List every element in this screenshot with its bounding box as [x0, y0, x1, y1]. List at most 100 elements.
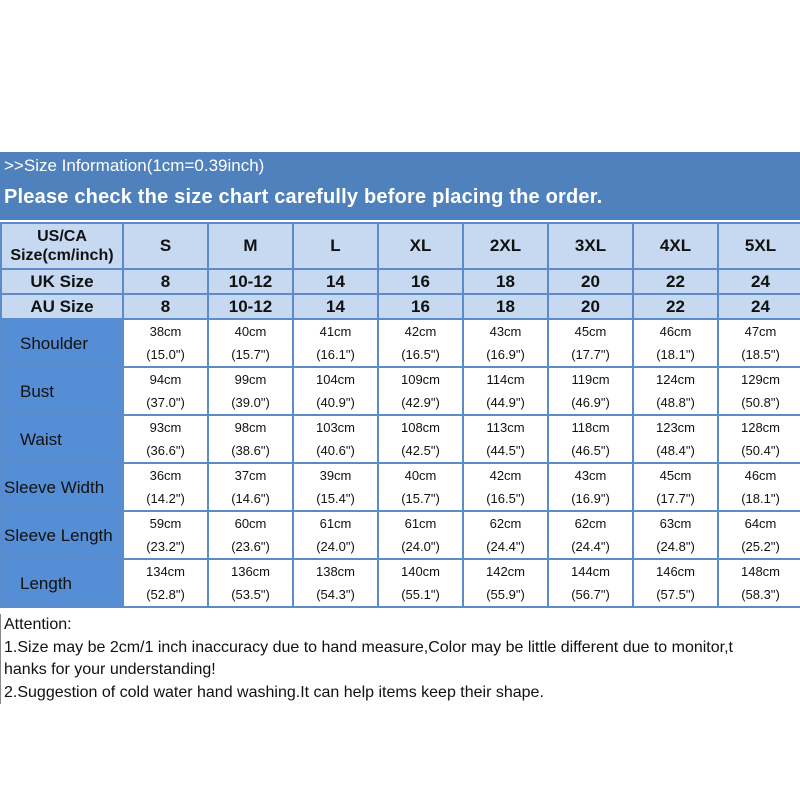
inch-value: (37.0"): [146, 395, 185, 410]
cm-value: 63cm: [659, 516, 692, 531]
measurement-cell: 38cm (15.0"): [122, 318, 209, 368]
measurement-cell: 45cm (17.7"): [547, 318, 634, 368]
inch-value: (16.1"): [316, 347, 355, 362]
header-cell: 22: [632, 268, 719, 295]
cm-value: 46cm: [659, 324, 692, 339]
inch-value: (44.5"): [486, 443, 525, 458]
cm-value: 59cm: [149, 516, 182, 531]
header-cell: 22: [632, 293, 719, 320]
measurement-cell: 114cm (44.9"): [462, 366, 549, 416]
size-chart-notice: Please check the size chart carefully be…: [4, 186, 603, 208]
header-cell: 18: [462, 268, 549, 295]
inch-value: (18.1"): [741, 491, 780, 506]
header-cell: 2XL: [462, 222, 549, 270]
measurement-cell: 43cm (16.9"): [547, 462, 634, 512]
cm-value: 36cm: [149, 468, 182, 483]
cm-value: 138cm: [315, 564, 356, 579]
cm-value: 140cm: [400, 564, 441, 579]
inch-value: (14.6"): [231, 491, 270, 506]
inch-value: (24.0"): [316, 539, 355, 554]
row-label: Bust: [0, 366, 124, 416]
row-label: Shoulder: [0, 318, 124, 368]
cm-value: 109cm: [400, 372, 441, 387]
inch-value: (23.6"): [231, 539, 270, 554]
inch-value: (16.5"): [486, 491, 525, 506]
measurement-cell: 140cm (55.1"): [377, 558, 464, 608]
header-cell: 5XL: [717, 222, 800, 270]
inch-value: (24.4"): [571, 539, 610, 554]
header-cell: 10-12: [207, 268, 294, 295]
cm-value: 148cm: [740, 564, 781, 579]
measurement-cell: 123cm (48.4"): [632, 414, 719, 464]
measurement-cell: 94cm (37.0"): [122, 366, 209, 416]
header-cell: 20: [547, 268, 634, 295]
row-label: Waist: [0, 414, 124, 464]
cm-value: 43cm: [574, 468, 607, 483]
cm-value: 41cm: [319, 324, 352, 339]
measurement-cell: 148cm (58.3"): [717, 558, 800, 608]
header-row: AU Size 8 10-12 14 16 18 20 22 24: [0, 293, 800, 320]
row-label: Sleeve Width: [0, 462, 124, 512]
cm-value: 129cm: [740, 372, 781, 387]
measurement-cell: 64cm (25.2"): [717, 510, 800, 560]
inch-value: (56.7"): [571, 587, 610, 602]
attention-notes: Attention: 1.Size may be 2cm/1 inch inac…: [0, 614, 800, 704]
table-row: Shoulder 38cm (15.0") 40cm (15.7") 41cm (16.1"…: [0, 318, 800, 368]
header-row-label: AU Size: [0, 293, 124, 320]
measurement-cell: 59cm (23.2"): [122, 510, 209, 560]
table-row: Waist 93cm (36.6") 98cm (38.6") 103cm (40.6") 1…: [0, 414, 800, 464]
inch-value: (46.9"): [571, 395, 610, 410]
table-row: Bust 94cm (37.0") 99cm (39.0") 104cm (40.9") 10…: [0, 366, 800, 416]
header-cell: M: [207, 222, 294, 270]
cm-value: 144cm: [570, 564, 611, 579]
header-cell: 3XL: [547, 222, 634, 270]
measurement-cell: 124cm (48.8"): [632, 366, 719, 416]
measurement-cell: 118cm (46.5"): [547, 414, 634, 464]
header-cell: L: [292, 222, 379, 270]
inch-value: (48.4"): [656, 443, 695, 458]
size-info-banner: >>Size Information(1cm=0.39inch) Please …: [0, 152, 800, 220]
header-cell: 20: [547, 293, 634, 320]
inch-value: (46.5"): [571, 443, 610, 458]
cm-value: 37cm: [234, 468, 267, 483]
attention-title: Attention:: [4, 616, 72, 633]
measurement-cell: 37cm (14.6"): [207, 462, 294, 512]
inch-value: (17.7"): [656, 491, 695, 506]
measurement-cell: 136cm (53.5"): [207, 558, 294, 608]
inch-value: (42.9"): [401, 395, 440, 410]
header-cell: 10-12: [207, 293, 294, 320]
inch-value: (40.6"): [316, 443, 355, 458]
inch-value: (38.6"): [231, 443, 270, 458]
measurement-cell: 61cm (24.0"): [377, 510, 464, 560]
inch-value: (14.2"): [146, 491, 185, 506]
header-cell: 8: [122, 293, 209, 320]
measurement-cell: 104cm (40.9"): [292, 366, 379, 416]
cm-value: 46cm: [744, 468, 777, 483]
measurement-cell: 60cm (23.6"): [207, 510, 294, 560]
cm-value: 42cm: [404, 324, 437, 339]
measurement-cell: 134cm (52.8"): [122, 558, 209, 608]
header-cell: 4XL: [632, 222, 719, 270]
header-row: US/CA Size(cm/inch) S M L XL 2XL 3XL 4XL 5XL: [0, 222, 800, 270]
measurement-cell: 40cm (15.7"): [207, 318, 294, 368]
cm-value: 136cm: [230, 564, 271, 579]
measurement-cell: 46cm (18.1"): [632, 318, 719, 368]
inch-value: (36.6"): [146, 443, 185, 458]
cm-value: 39cm: [319, 468, 352, 483]
measurement-cell: 47cm (18.5"): [717, 318, 800, 368]
inch-value: (16.9"): [486, 347, 525, 362]
header-cell: XL: [377, 222, 464, 270]
cm-value: 103cm: [315, 420, 356, 435]
row-label: Length: [0, 558, 124, 608]
measurement-cell: 42cm (16.5"): [377, 318, 464, 368]
cm-value: 45cm: [659, 468, 692, 483]
cm-value: 62cm: [574, 516, 607, 531]
inch-value: (18.5"): [741, 347, 780, 362]
cm-value: 60cm: [234, 516, 267, 531]
inch-value: (16.9"): [571, 491, 610, 506]
cm-value: 124cm: [655, 372, 696, 387]
cm-value: 113cm: [486, 420, 525, 435]
cm-value: 104cm: [315, 372, 356, 387]
measurement-cell: 39cm (15.4"): [292, 462, 379, 512]
table-row: Sleeve Length 59cm (23.2") 60cm (23.6") 61cm (…: [0, 510, 800, 560]
